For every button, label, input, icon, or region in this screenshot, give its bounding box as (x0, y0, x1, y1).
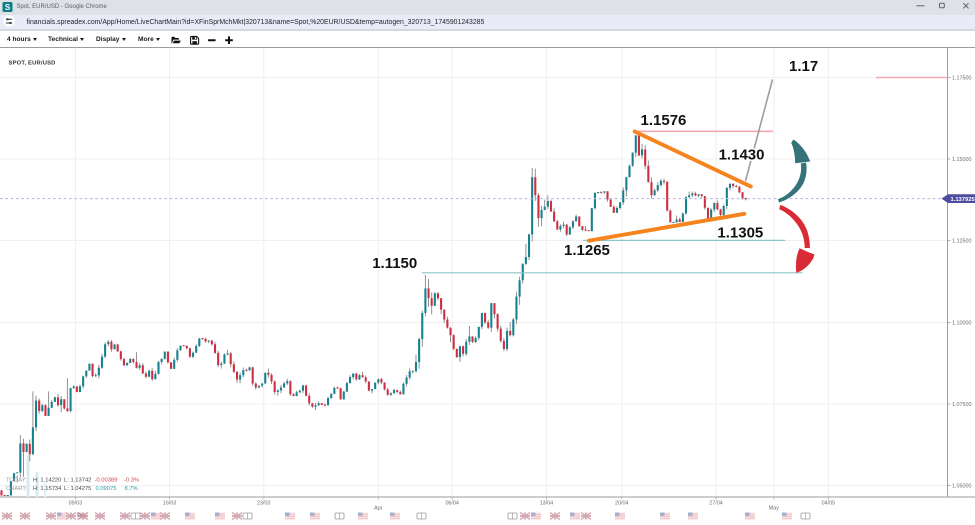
svg-text:TODAY:: TODAY: (6, 478, 27, 484)
svg-text:13/04: 13/04 (540, 501, 554, 507)
svg-text:16/03: 16/03 (163, 501, 177, 507)
svg-text:1.1576: 1.1576 (641, 112, 687, 129)
svg-text:09/03: 09/03 (69, 501, 83, 507)
svg-text:1.10000: 1.10000 (952, 321, 972, 327)
svg-text:CHART:: CHART: (6, 486, 27, 492)
svg-text:L: 1.04275: L: 1.04275 (64, 486, 91, 492)
svg-text:Apr: Apr (374, 506, 383, 512)
svg-text:1.1150: 1.1150 (372, 255, 417, 272)
svg-text:04/05: 04/05 (822, 501, 836, 507)
svg-text:20/04: 20/04 (615, 501, 629, 507)
svg-text:1.1305: 1.1305 (717, 225, 763, 242)
svg-text:23/03: 23/03 (257, 501, 271, 507)
svg-text:27/04: 27/04 (709, 501, 723, 507)
svg-text:H: 1.14220: H: 1.14220 (33, 478, 61, 484)
svg-text:-0.3%: -0.3% (124, 478, 139, 484)
svg-text:0.09075: 0.09075 (96, 486, 117, 492)
svg-text:1.15000: 1.15000 (952, 157, 972, 163)
svg-text:-0.00389: -0.00389 (95, 478, 118, 484)
svg-text:1.1265: 1.1265 (564, 242, 610, 259)
svg-text:1.12500: 1.12500 (952, 239, 972, 245)
svg-text:L: 1.13742: L: 1.13742 (64, 478, 91, 484)
svg-text:1.05000: 1.05000 (952, 484, 972, 490)
svg-text:1.17500: 1.17500 (952, 76, 972, 82)
svg-text:1.17: 1.17 (789, 58, 818, 75)
svg-text:S: S (5, 3, 11, 12)
svg-text:SPOT, EUR/USD: SPOT, EUR/USD (9, 61, 56, 67)
svg-text:1.137925: 1.137925 (951, 197, 975, 203)
svg-text:May: May (769, 506, 779, 512)
svg-text:8.7%: 8.7% (125, 486, 138, 492)
svg-text:H: 1.15734: H: 1.15734 (33, 486, 62, 492)
svg-text:1.07500: 1.07500 (952, 402, 972, 408)
svg-text:06/04: 06/04 (445, 501, 459, 507)
svg-text:1.1430: 1.1430 (719, 147, 765, 164)
